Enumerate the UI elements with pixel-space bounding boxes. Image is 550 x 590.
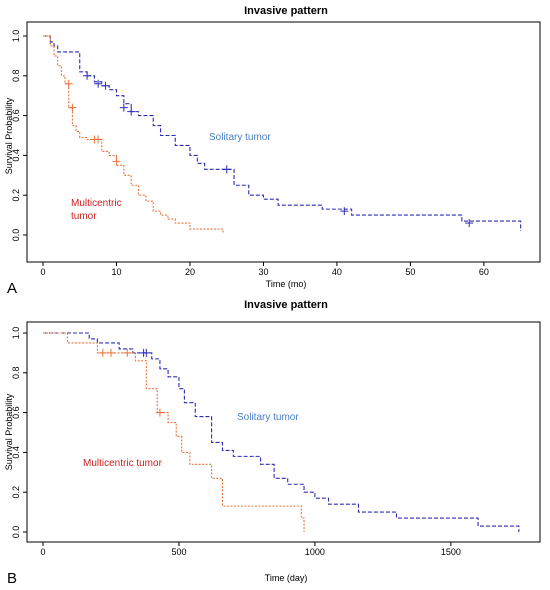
panel-a-y-tick-label: 0.4 [11, 149, 21, 162]
panel-b-multicentric-tumor-label: Multicentric tumor [83, 458, 163, 469]
panel-b-x-axis-label: Time (day) [265, 573, 308, 583]
panel-b-y-tick-label: 0.2 [11, 486, 21, 499]
panel-a-solitary-curve [43, 35, 522, 232]
panel-b-x-tick-label: 1000 [305, 547, 325, 557]
panel-a-x-tick-label: 10 [111, 267, 121, 277]
panel-b-frame [26, 321, 541, 543]
panel-a-x-tick-label: 20 [185, 267, 195, 277]
panel-a-y-tick-label: 0.8 [11, 70, 21, 83]
panel-a-y-tick-label: 1.0 [11, 30, 21, 43]
panel-b-x-tick-label: 0 [40, 547, 45, 557]
panel-a-y-tick-label: 0.6 [11, 109, 21, 122]
panel-b-y-tick-label: 1.0 [11, 327, 21, 340]
panel-a-x-axis-label: Time (mo) [266, 279, 307, 289]
panel-a-y-tick-label: 0.2 [11, 189, 21, 202]
panel-a-y-axis-label: Survival Probability [4, 97, 14, 174]
panel-a-multicentric-tumor-label-line1: Multicentric [71, 198, 122, 209]
panel-b-y-axis-label: Survival Probability [4, 393, 14, 470]
panel-b-label: B [7, 570, 17, 587]
panel-a-x-tick-label: 0 [40, 267, 45, 277]
panel-b-title: Invasive pattern [244, 299, 328, 311]
panel-a-title: Invasive pattern [244, 5, 328, 17]
panel-b-y-tick-label: 0.0 [11, 526, 21, 539]
panel-b-solitary-tumor-label: Solitary tumor [237, 412, 299, 423]
panel-a-x-tick-label: 60 [479, 267, 489, 277]
panel-a-y-tick-label: 0.0 [11, 229, 21, 242]
panel-a-x-tick-label: 40 [332, 267, 342, 277]
panel-a-multicentric-tumor-label-line2: tumor [71, 211, 97, 222]
panel-a-multicentric-curve [43, 35, 224, 234]
panel-a-plot: 0 10 20 30 40 50 60 0.0 0.2 0.4 0.6 0.8 1.0 [11, 21, 541, 277]
panel-a-x-tick-label: 30 [258, 267, 268, 277]
panel-b-plot: 0 500 1000 1500 0.0 0.2 0.4 0.6 0.8 1.0 [11, 321, 541, 557]
panel-a-frame [26, 21, 541, 263]
panel-a-label: A [7, 280, 17, 297]
panel-b-solitary-curve [43, 332, 520, 532]
panel-b-y-tick-label: 0.4 [11, 446, 21, 459]
panel-b-x-tick-label: 500 [171, 547, 186, 557]
panel-b-y-tick-label: 0.6 [11, 406, 21, 419]
panel-a-solitary-tumor-label: Solitary tumor [209, 132, 271, 143]
panel-b-y-tick-label: 0.8 [11, 367, 21, 380]
panel-a-x-tick-label: 50 [405, 267, 415, 277]
panel-b-multicentric-curve [43, 332, 305, 532]
panel-b-x-tick-label: 1500 [441, 547, 461, 557]
